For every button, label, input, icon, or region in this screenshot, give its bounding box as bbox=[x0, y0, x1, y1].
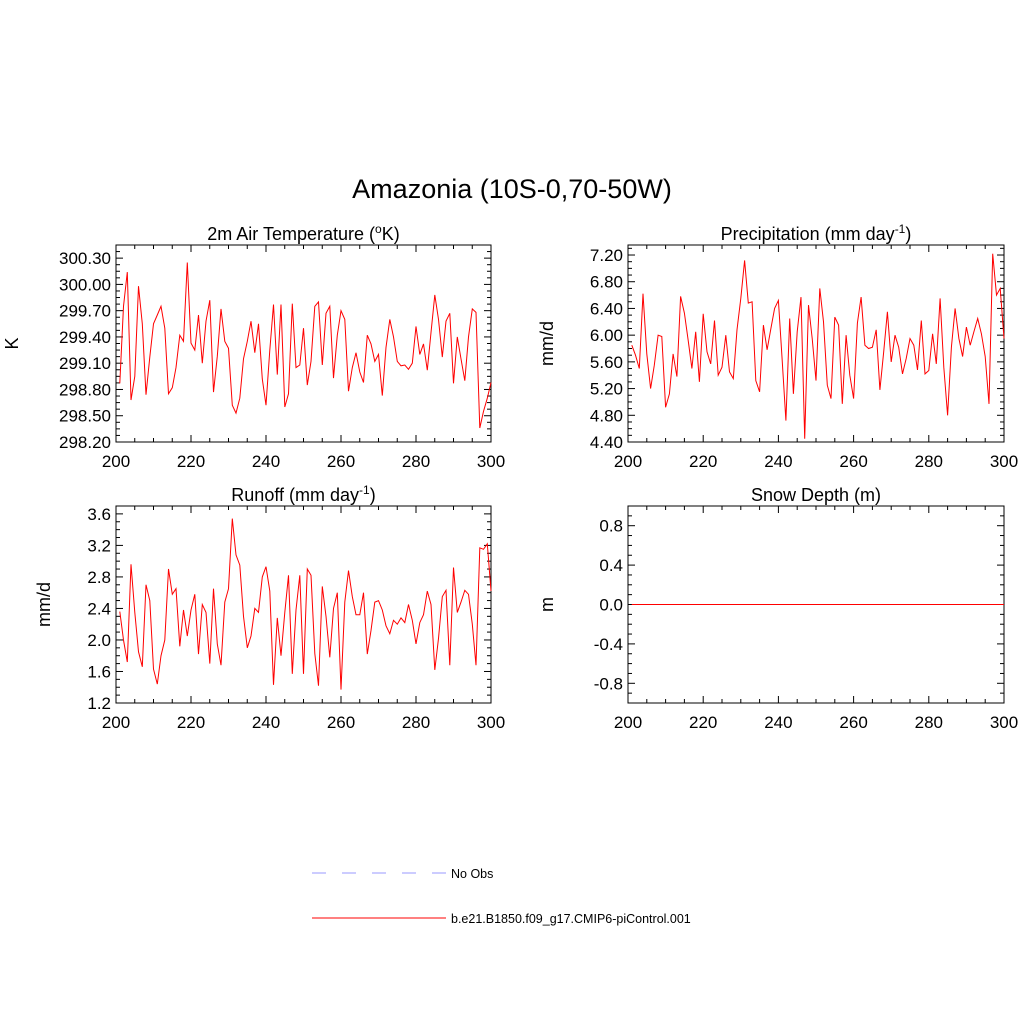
series-line bbox=[119, 518, 492, 690]
y-axis-label: mm/d bbox=[34, 582, 54, 627]
panel-title: Precipitation (mm day-1) bbox=[721, 222, 912, 244]
y-tick-label: 298.80 bbox=[59, 380, 111, 399]
x-tick-label: 240 bbox=[252, 452, 280, 471]
x-tick-label: 240 bbox=[764, 452, 792, 471]
y-tick-label: 0.0 bbox=[599, 596, 623, 615]
y-tick-label: 2.4 bbox=[87, 599, 111, 618]
y-tick-label: 7.20 bbox=[590, 246, 623, 265]
legend-label-model: b.e21.B1850.f09_g17.CMIP6-piControl.001 bbox=[451, 912, 691, 926]
y-tick-label: 298.50 bbox=[59, 407, 111, 426]
y-tick-label: 0.4 bbox=[599, 556, 623, 575]
y-axis-label: K bbox=[2, 337, 22, 349]
panel-0: 200 220 240 260 280 300 298.20 298.50 298.80 299.… bbox=[2, 222, 505, 471]
y-tick-label: -0.4 bbox=[594, 635, 623, 654]
y-tick-label: 1.2 bbox=[87, 694, 111, 713]
y-tick-label: 3.2 bbox=[87, 536, 111, 555]
x-tick-label: 300 bbox=[990, 713, 1018, 732]
panel-1: 200 220 240 260 280 300 4.40 4.80 5.20 5.60 6.00 6.… bbox=[537, 222, 1018, 471]
panel-title: 2m Air Temperature (oK) bbox=[207, 222, 399, 244]
y-tick-label: 6.80 bbox=[590, 273, 623, 292]
x-tick-label: 260 bbox=[839, 713, 867, 732]
y-tick-label: 5.20 bbox=[590, 380, 623, 399]
y-tick-label: 299.10 bbox=[59, 354, 111, 373]
panel-title: Runoff (mm day-1) bbox=[231, 483, 375, 505]
legend-label-no-obs: No Obs bbox=[451, 867, 493, 881]
x-tick-label: 260 bbox=[327, 713, 355, 732]
y-tick-label: -0.8 bbox=[594, 674, 623, 693]
plot-frame bbox=[115, 244, 492, 443]
x-tick-label: 200 bbox=[614, 452, 642, 471]
x-tick-label: 260 bbox=[839, 452, 867, 471]
x-tick-label: 280 bbox=[402, 713, 430, 732]
x-tick-label: 220 bbox=[689, 713, 717, 732]
panel-3: 200 220 240 260 280 300 -0.8 -0.4 0.0 0.4 0.8 m Snow… bbox=[537, 485, 1018, 732]
panel-title: Snow Depth (m) bbox=[751, 485, 881, 505]
x-tick-label: 220 bbox=[689, 452, 717, 471]
y-axis-label: mm/d bbox=[537, 321, 557, 366]
series-line bbox=[119, 262, 492, 429]
y-tick-label: 300.30 bbox=[59, 249, 111, 268]
x-tick-label: 240 bbox=[764, 713, 792, 732]
x-tick-label: 280 bbox=[915, 452, 943, 471]
x-tick-label: 240 bbox=[252, 713, 280, 732]
x-tick-label: 260 bbox=[327, 452, 355, 471]
panels: 200 220 240 260 280 300 298.20 298.50 298.80 299.… bbox=[2, 222, 1018, 732]
y-tick-label: 299.40 bbox=[59, 328, 111, 347]
y-tick-label: 1.6 bbox=[87, 662, 111, 681]
x-tick-label: 200 bbox=[102, 452, 130, 471]
y-tick-label: 299.70 bbox=[59, 302, 111, 321]
x-tick-label: 220 bbox=[177, 713, 205, 732]
x-tick-label: 300 bbox=[990, 452, 1018, 471]
x-tick-label: 300 bbox=[477, 452, 505, 471]
x-tick-label: 300 bbox=[477, 713, 505, 732]
x-tick-label: 200 bbox=[614, 713, 642, 732]
y-tick-label: 0.8 bbox=[599, 517, 623, 536]
y-tick-label: 6.00 bbox=[590, 326, 623, 345]
y-tick-label: 4.80 bbox=[590, 406, 623, 425]
y-tick-label: 2.0 bbox=[87, 631, 111, 650]
y-tick-label: 4.40 bbox=[590, 433, 623, 452]
x-tick-label: 280 bbox=[915, 713, 943, 732]
y-tick-label: 3.6 bbox=[87, 505, 111, 524]
y-tick-label: 298.20 bbox=[59, 433, 111, 452]
panel-2: 200 220 240 260 280 300 1.2 1.6 2.0 2.4 2.8 3.2 3.6 m… bbox=[34, 483, 505, 732]
y-tick-label: 2.8 bbox=[87, 568, 111, 587]
x-tick-label: 280 bbox=[402, 452, 430, 471]
y-axis-label: m bbox=[537, 597, 557, 612]
x-tick-label: 200 bbox=[102, 713, 130, 732]
series-line bbox=[631, 253, 1005, 439]
legend: No Obs b.e21.B1850.f09_g17.CMIP6-piContr… bbox=[312, 867, 691, 926]
figure-title: Amazonia (10S-0,70-50W) bbox=[352, 174, 672, 204]
x-tick-label: 220 bbox=[177, 452, 205, 471]
y-tick-label: 5.60 bbox=[590, 353, 623, 372]
y-tick-label: 6.40 bbox=[590, 299, 623, 318]
y-tick-label: 300.00 bbox=[59, 275, 111, 294]
